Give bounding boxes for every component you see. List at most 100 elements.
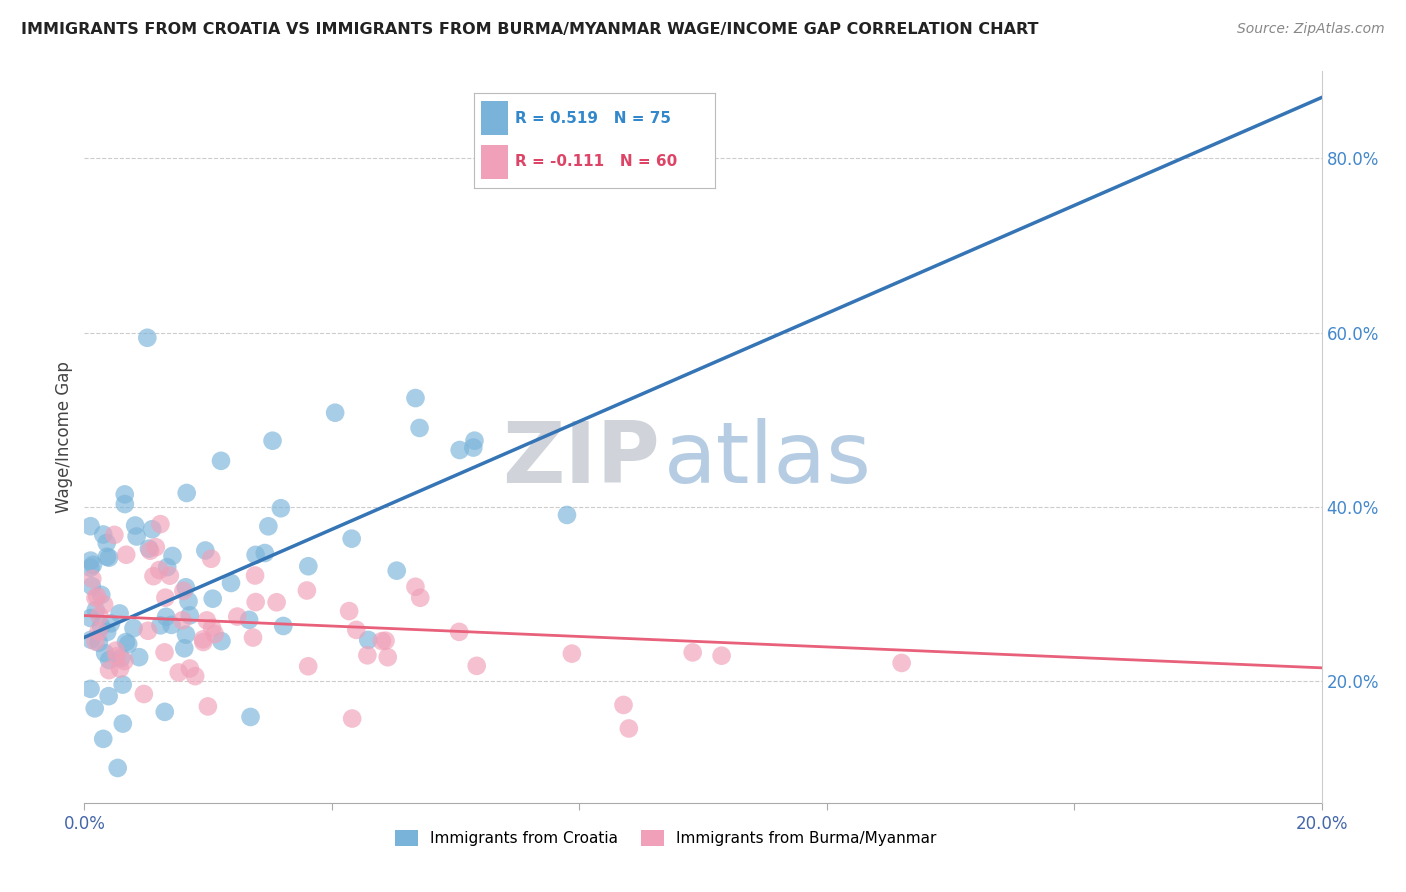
Point [245, 595, 267, 609]
Point [174, 580, 197, 594]
Point [91, 527, 114, 541]
Point [96, 536, 118, 550]
Point [87, 624, 110, 639]
Point [89, 608, 111, 623]
Point [155, 591, 177, 605]
Point [179, 661, 201, 675]
Point [96, 549, 118, 564]
Point [86, 589, 108, 603]
Point [270, 501, 292, 516]
Point [617, 722, 640, 736]
Point [174, 627, 197, 641]
Point [108, 607, 131, 621]
Point [242, 631, 264, 645]
Point [245, 548, 267, 562]
Point [155, 609, 177, 624]
Text: Source: ZipAtlas.com: Source: ZipAtlas.com [1237, 22, 1385, 37]
Point [100, 616, 122, 631]
Point [167, 665, 190, 680]
Point [115, 635, 138, 649]
Point [148, 563, 170, 577]
Point [243, 568, 266, 582]
Point [132, 687, 155, 701]
Point [357, 632, 380, 647]
Text: IMMIGRANTS FROM CROATIA VS IMMIGRANTS FROM BURMA/MYANMAR WAGE/INCOME GAP CORRELA: IMMIGRANTS FROM CROATIA VS IMMIGRANTS FR… [21, 22, 1039, 37]
Point [79, 681, 101, 696]
Point [138, 541, 160, 556]
Point [561, 647, 583, 661]
Point [79, 553, 101, 567]
Point [323, 406, 346, 420]
Point [103, 528, 125, 542]
Point [111, 677, 134, 691]
Point [465, 658, 488, 673]
Point [179, 608, 201, 623]
Point [405, 391, 427, 405]
Point [262, 434, 284, 448]
Point [149, 618, 172, 632]
Point [105, 649, 128, 664]
Point [253, 546, 276, 560]
Point [128, 650, 150, 665]
Point [408, 421, 430, 435]
Point [682, 645, 704, 659]
Point [340, 532, 363, 546]
Y-axis label: Wage/Income Gap: Wage/Income Gap [55, 361, 73, 513]
Point [201, 591, 224, 606]
Point [356, 648, 378, 663]
Point [79, 519, 101, 533]
Point [172, 583, 194, 598]
Point [890, 656, 912, 670]
Point [177, 594, 200, 608]
Point [239, 710, 262, 724]
Point [191, 632, 214, 647]
Point [344, 623, 367, 637]
Point [612, 698, 634, 712]
Point [404, 580, 426, 594]
Point [142, 569, 165, 583]
Point [195, 614, 218, 628]
Point [90, 619, 112, 633]
Point [463, 434, 485, 448]
Point [115, 548, 138, 562]
Point [409, 591, 432, 605]
Point [710, 648, 733, 663]
Point [79, 611, 101, 625]
Point [82, 558, 104, 572]
Point [136, 624, 159, 638]
Point [110, 651, 132, 665]
Point [104, 643, 127, 657]
Point [91, 731, 114, 746]
Point [371, 634, 394, 648]
Point [84, 591, 107, 605]
Point [159, 568, 181, 582]
Point [297, 559, 319, 574]
Point [257, 519, 280, 533]
Point [141, 522, 163, 536]
Point [107, 761, 129, 775]
Point [271, 619, 294, 633]
Point [201, 621, 224, 635]
Point [93, 598, 115, 612]
Legend: Immigrants from Croatia, Immigrants from Burma/Myanmar: Immigrants from Croatia, Immigrants from… [395, 830, 936, 847]
Point [96, 625, 118, 640]
Point [449, 442, 471, 457]
Point [337, 604, 360, 618]
Point [83, 701, 105, 715]
Point [114, 487, 136, 501]
Point [98, 653, 121, 667]
Point [295, 583, 318, 598]
Point [184, 669, 207, 683]
Point [385, 564, 408, 578]
Point [117, 637, 139, 651]
Point [197, 699, 219, 714]
Point [125, 529, 148, 543]
Point [84, 603, 107, 617]
Point [209, 454, 232, 468]
Point [374, 633, 396, 648]
Point [173, 641, 195, 656]
Point [98, 663, 121, 677]
Point [87, 635, 110, 649]
Point [377, 650, 399, 665]
Point [156, 560, 179, 574]
